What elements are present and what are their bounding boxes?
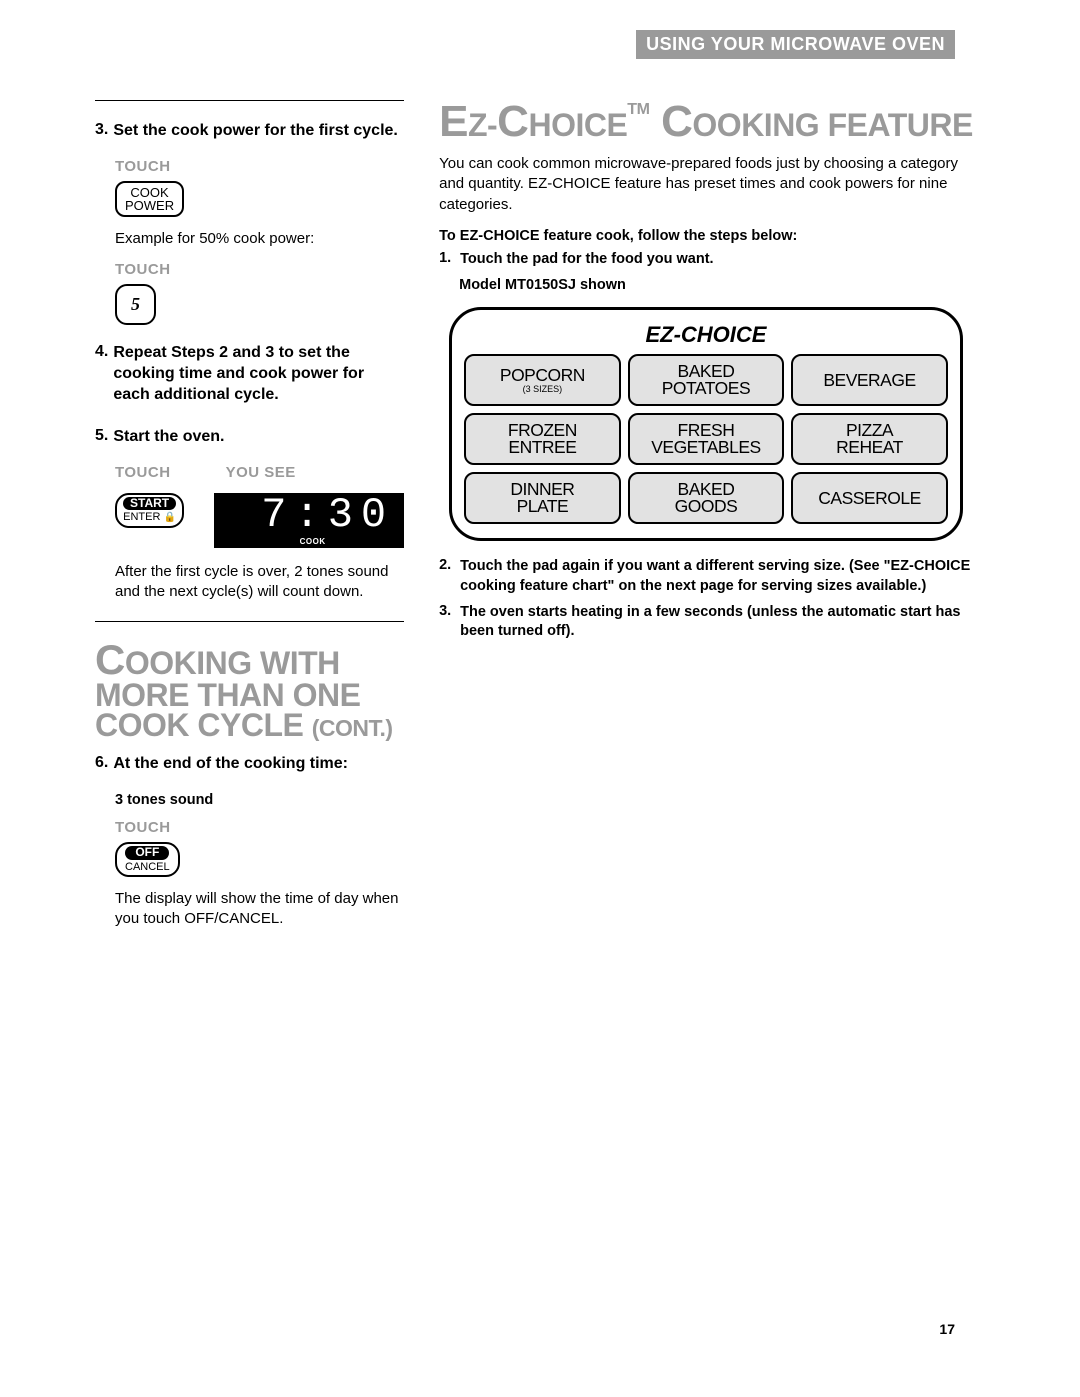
button-bottom-label: ENTER: [123, 511, 160, 523]
ez-choice-panel: EZ-CHOICE POPCORN(3 SIZES)BAKEDPOTATOESB…: [449, 307, 963, 541]
step-number: 3.: [95, 121, 108, 150]
cap-e: E: [439, 97, 468, 146]
ez-button-line2: PLATE: [468, 498, 617, 516]
step-5: 5. Start the oven.: [95, 427, 404, 456]
step-text: Repeat Steps 2 and 3 to set the cooking …: [113, 343, 404, 405]
cap-c2: C: [649, 97, 692, 146]
example-text: Example for 50% cook power:: [115, 229, 404, 249]
microwave-display: 7:30 COOK: [214, 493, 404, 548]
title-line2-a: COOK CYCLE: [95, 707, 312, 743]
tones-text: 3 tones sound: [115, 791, 404, 811]
step-text: The oven starts heating in a few seconds…: [460, 603, 973, 642]
page-number: 17: [939, 1321, 955, 1337]
ez-lead: To EZ-CHOICE feature cook, follow the st…: [439, 227, 973, 247]
step-6: 6. At the end of the cooking time:: [95, 754, 404, 783]
ez-button-line2: ENTREE: [468, 439, 617, 457]
touch-label: TOUCH: [115, 261, 404, 278]
ez-button-6[interactable]: DINNERPLATE: [464, 472, 621, 524]
step5-note: After the first cycle is over, 2 tones s…: [115, 562, 404, 603]
step-number: 6.: [95, 754, 108, 783]
lock-icon: 🔒: [164, 512, 176, 523]
ez-button-line1: CASSEROLE: [795, 490, 944, 508]
button-top-label: START: [123, 497, 176, 510]
step-text: Touch the pad for the food you want.: [460, 250, 713, 270]
ez-button-line1: POPCORN: [468, 367, 617, 385]
touch-yousee-headers: TOUCH YOU SEE: [115, 464, 404, 487]
display-time: 7:30: [261, 491, 394, 539]
section-title-cooking-cycles: COOKING WITH MORE THAN ONE COOK CYCLE (C…: [95, 640, 404, 741]
step-number: 2.: [439, 557, 455, 596]
step-number: 1.: [439, 250, 455, 270]
seg-hoice: HOICE: [528, 107, 627, 143]
ez-panel-title: EZ-CHOICE: [464, 322, 948, 348]
ez-steps-list-2: 2. Touch the pad again if you want a dif…: [439, 557, 973, 641]
step-text: Start the oven.: [113, 427, 224, 448]
divider: [95, 621, 404, 622]
step-number: 4.: [95, 343, 108, 413]
touch-label: TOUCH: [115, 819, 404, 836]
title-cont: (CONT.): [312, 715, 393, 741]
ez-choice-title: EZ-CHOICETM COOKING FEATURE: [439, 100, 973, 144]
yousee-label: YOU SEE: [226, 464, 296, 481]
ez-button-7[interactable]: BAKEDGOODS: [628, 472, 785, 524]
left-column: 3. Set the cook power for the first cycl…: [95, 100, 404, 942]
ez-button-0[interactable]: POPCORN(3 SIZES): [464, 354, 621, 406]
tm-mark: TM: [627, 101, 649, 118]
ez-button-3[interactable]: FROZENENTREE: [464, 413, 621, 465]
button-line2: POWER: [125, 199, 174, 212]
ez-intro: You can cook common microwave-prepared f…: [439, 154, 973, 215]
ez-button-line2: POTATOES: [632, 380, 781, 398]
ez-steps-list: 1. Touch the pad for the food you want.: [439, 250, 973, 270]
header-bar: USING YOUR MICROWAVE OVEN: [636, 30, 955, 59]
ez-step-2: 2. Touch the pad again if you want a dif…: [439, 557, 973, 596]
ez-button-4[interactable]: FRESHVEGETABLES: [628, 413, 785, 465]
numpad-5-button[interactable]: 5: [115, 284, 156, 325]
title-rest: OOKING WITH MORE THAN ONE: [95, 645, 361, 713]
seg-ooking: OOKING FEATURE: [692, 107, 972, 143]
ez-button-1[interactable]: BAKEDPOTATOES: [628, 354, 785, 406]
ez-button-2[interactable]: BEVERAGE: [791, 354, 948, 406]
step-text: Touch the pad again if you want a differ…: [460, 557, 973, 596]
step-text: Set the cook power for the first cycle.: [113, 121, 398, 142]
step-number: 5.: [95, 427, 108, 456]
ez-button-grid: POPCORN(3 SIZES)BAKEDPOTATOESBEVERAGEFRO…: [464, 354, 948, 524]
ez-step-3: 3. The oven starts heating in a few seco…: [439, 603, 973, 642]
start-enter-button[interactable]: START ENTER 🔒: [115, 493, 184, 527]
step-4: 4. Repeat Steps 2 and 3 to set the cooki…: [95, 343, 404, 413]
right-column: EZ-CHOICETM COOKING FEATURE You can cook…: [439, 100, 973, 942]
button-top-label: OFF: [125, 846, 169, 860]
touch-label: TOUCH: [115, 464, 171, 481]
touch-display-row: START ENTER 🔒 7:30 COOK: [115, 493, 404, 548]
display-cook-indicator: COOK: [300, 537, 326, 546]
step-number: 3.: [439, 603, 455, 642]
step6-note: The display will show the time of day wh…: [115, 889, 404, 930]
ez-button-line1: BEVERAGE: [795, 372, 944, 390]
model-shown: Model MT0150SJ shown: [459, 276, 973, 296]
ez-button-8[interactable]: CASSEROLE: [791, 472, 948, 524]
ez-button-5[interactable]: PIZZAREHEAT: [791, 413, 948, 465]
button-bottom-label: CANCEL: [125, 861, 170, 873]
ez-button-sub: (3 SIZES): [468, 385, 617, 394]
ez-button-line2: VEGETABLES: [632, 439, 781, 457]
cap-c: C: [497, 97, 528, 146]
step-text: At the end of the cooking time:: [113, 754, 348, 775]
off-cancel-button[interactable]: OFF CANCEL: [115, 842, 180, 877]
touch-label: TOUCH: [115, 158, 404, 175]
content-columns: 3. Set the cook power for the first cycl…: [95, 100, 960, 942]
step-3: 3. Set the cook power for the first cycl…: [95, 121, 404, 150]
button-line1: COOK: [125, 186, 174, 199]
seg-z: Z-: [468, 107, 497, 143]
ez-step-1: 1. Touch the pad for the food you want.: [439, 250, 973, 270]
cook-power-button[interactable]: COOK POWER: [115, 181, 184, 217]
ez-button-line2: REHEAT: [795, 439, 944, 457]
ez-button-line2: GOODS: [632, 498, 781, 516]
